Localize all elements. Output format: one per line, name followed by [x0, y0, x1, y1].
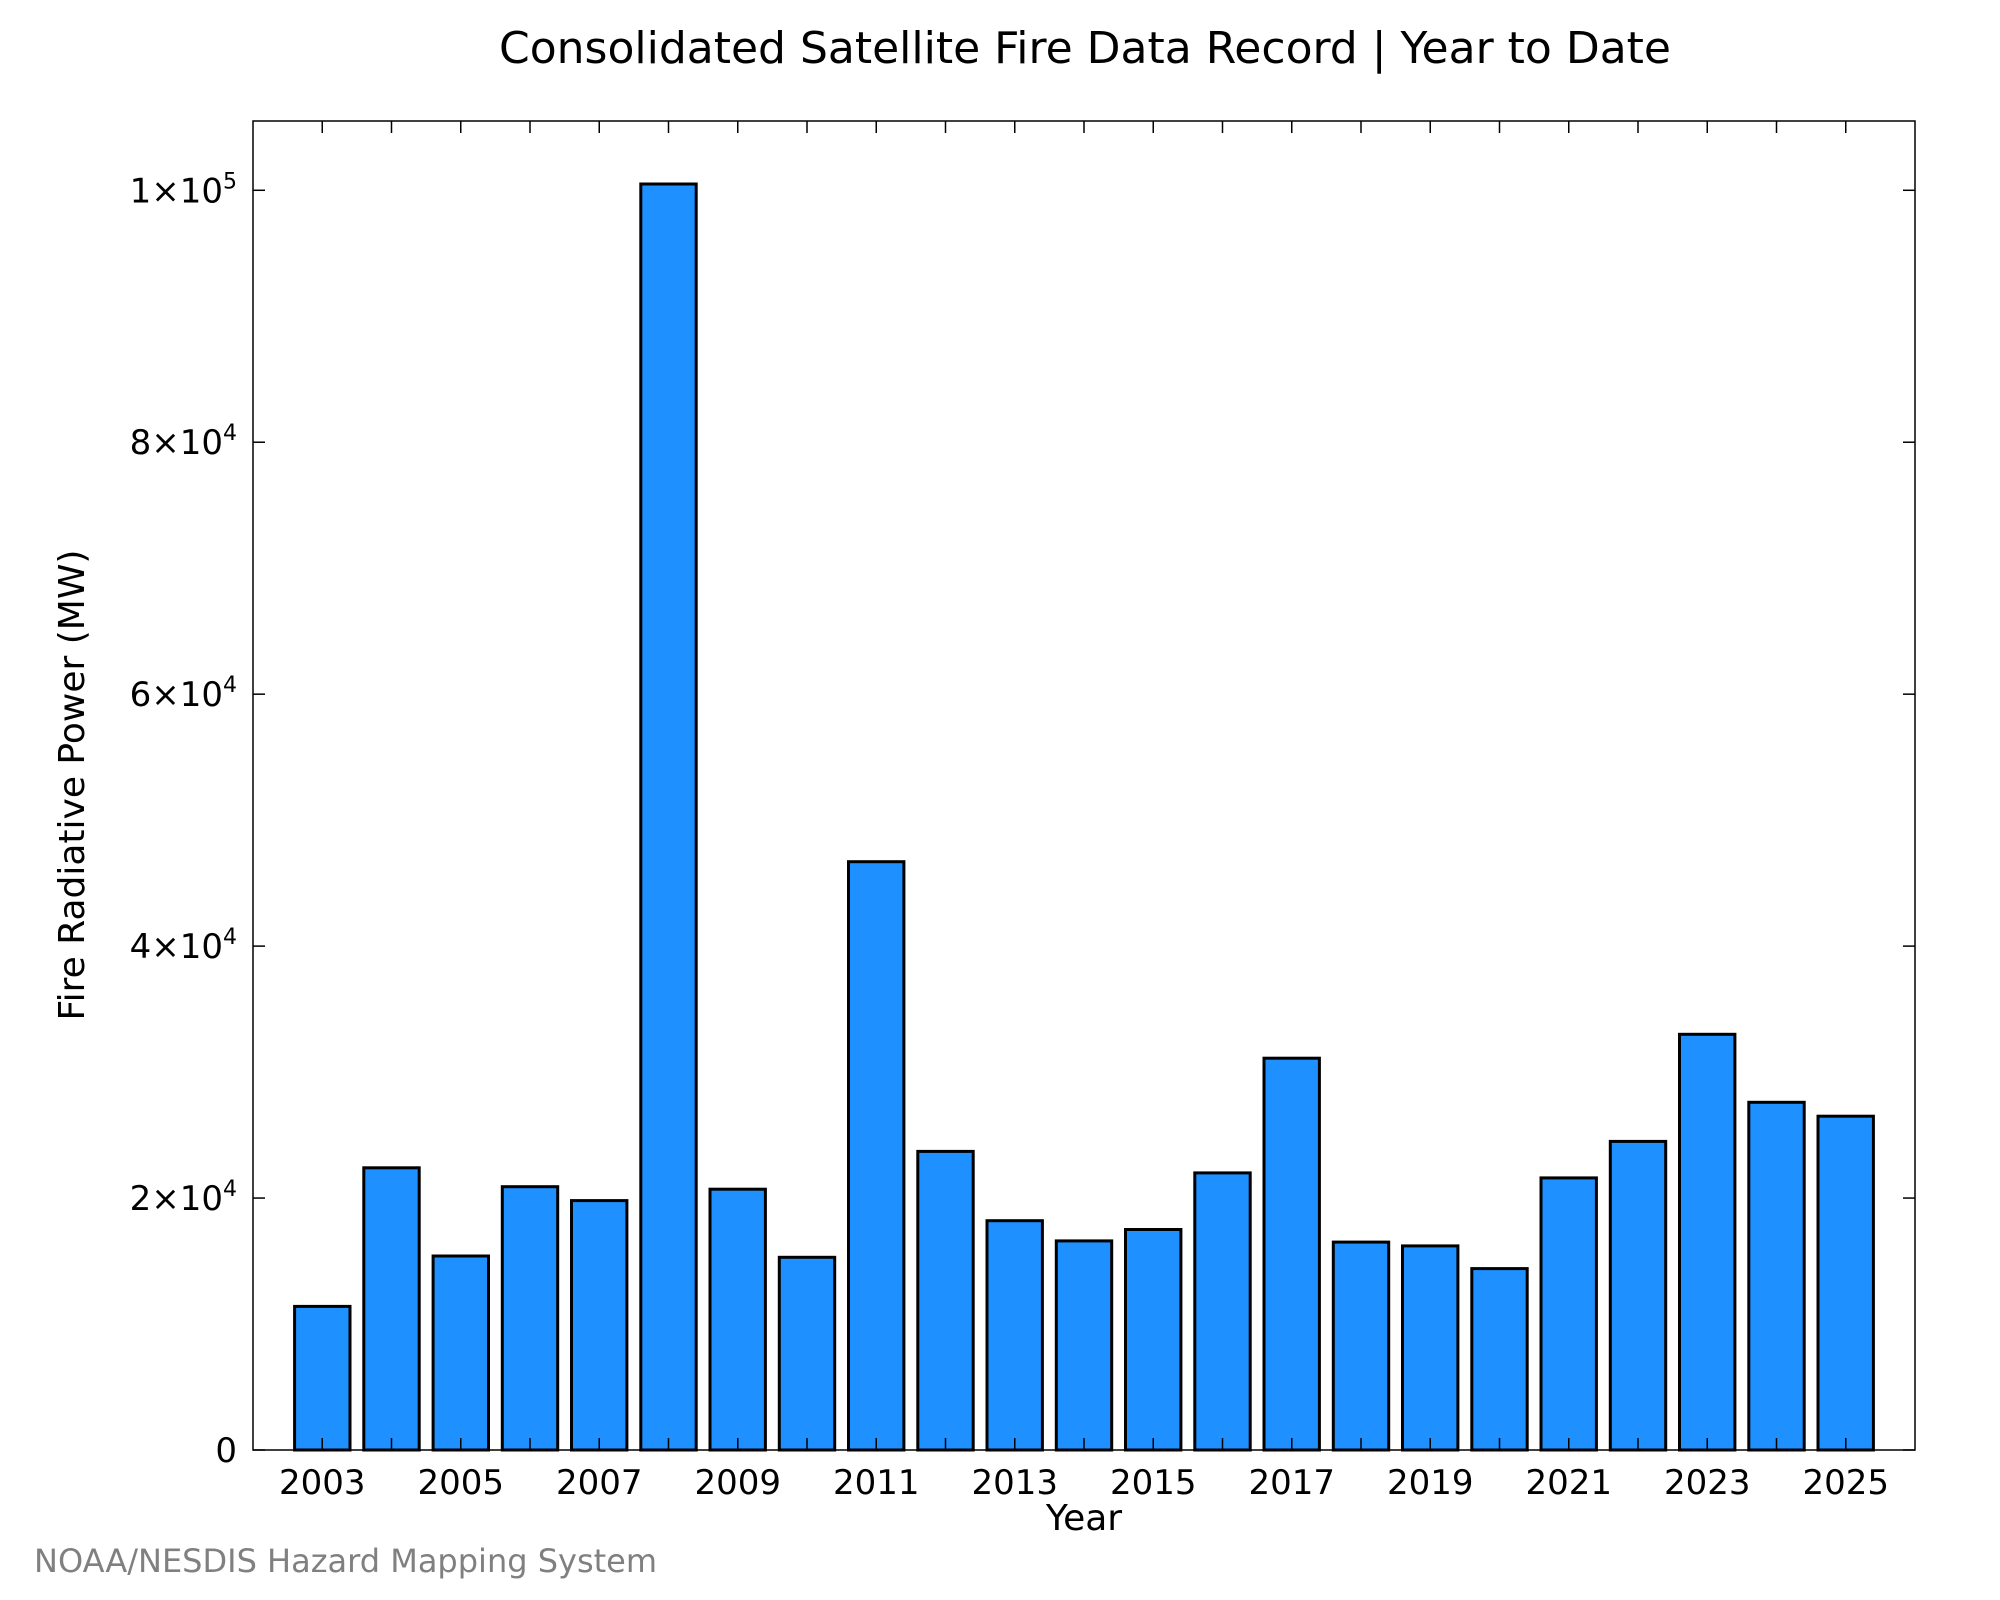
- bar-2009: [708, 1187, 767, 1452]
- x-tick-label: 2025: [1802, 1463, 1889, 1503]
- bar-2021: [1539, 1176, 1598, 1452]
- y-tick-label: 2×104: [130, 1177, 237, 1219]
- bar-2018: [1331, 1240, 1391, 1452]
- x-tick-label: 2019: [1387, 1463, 1474, 1503]
- x-tick-label: 2007: [556, 1463, 643, 1503]
- bar-2015: [1124, 1228, 1183, 1452]
- x-tick-label: 2017: [1248, 1463, 1335, 1503]
- bar-2023: [1678, 1032, 1737, 1452]
- x-tick-label: 2021: [1525, 1463, 1612, 1503]
- bar-2010: [777, 1255, 837, 1452]
- y-axis-label: Fire Radiative Power (MW): [52, 550, 93, 1021]
- data-source-credit: NOAA/NESDIS Hazard Mapping System: [34, 1542, 657, 1580]
- y-tick-label: 6×104: [130, 673, 237, 715]
- bar-2025: [1816, 1114, 1875, 1452]
- x-tick-label: 2013: [971, 1463, 1058, 1503]
- x-tick-label: 2003: [279, 1463, 366, 1503]
- bar-2016: [1193, 1171, 1252, 1452]
- bar-2014: [1054, 1239, 1114, 1452]
- y-tick-label: 1×105: [130, 169, 237, 211]
- bar-series: [293, 182, 1875, 1452]
- bar-2008: [639, 182, 698, 1452]
- bar-2019: [1401, 1244, 1460, 1452]
- bar-2007: [570, 1199, 629, 1452]
- bar-2024: [1747, 1100, 1806, 1452]
- x-tick-label: 2023: [1664, 1463, 1751, 1503]
- bar-2012: [916, 1149, 975, 1452]
- bar-2003: [293, 1304, 352, 1452]
- y-tick-label: 0: [215, 1431, 237, 1471]
- x-tick-label: 2009: [694, 1463, 781, 1503]
- x-axis-ticks: 2003 2005 2007 2009 2011 2013 2015 2017 2019 2021…: [279, 121, 1889, 1503]
- bar-2005: [431, 1254, 491, 1452]
- x-tick-label: 2011: [833, 1463, 920, 1503]
- chart-title: Consolidated Satellite Fire Data Record …: [499, 23, 1671, 74]
- bar-2004: [362, 1166, 421, 1452]
- bar-2011: [847, 860, 906, 1452]
- x-tick-label: 2005: [417, 1463, 504, 1503]
- bar-2006: [500, 1185, 560, 1452]
- bar-2013: [985, 1219, 1044, 1452]
- y-tick-label: 8×104: [130, 421, 237, 463]
- y-axis-ticks: 0 2×104 4×104 6×104 8×104 1×105: [130, 169, 1915, 1471]
- y-tick-label: 4×104: [130, 925, 237, 967]
- bar-2017: [1262, 1056, 1321, 1452]
- x-tick-label: 2015: [1110, 1463, 1197, 1503]
- bar-2020: [1470, 1267, 1529, 1452]
- bar-2022: [1608, 1139, 1668, 1452]
- x-axis-label: Year: [1045, 1498, 1122, 1539]
